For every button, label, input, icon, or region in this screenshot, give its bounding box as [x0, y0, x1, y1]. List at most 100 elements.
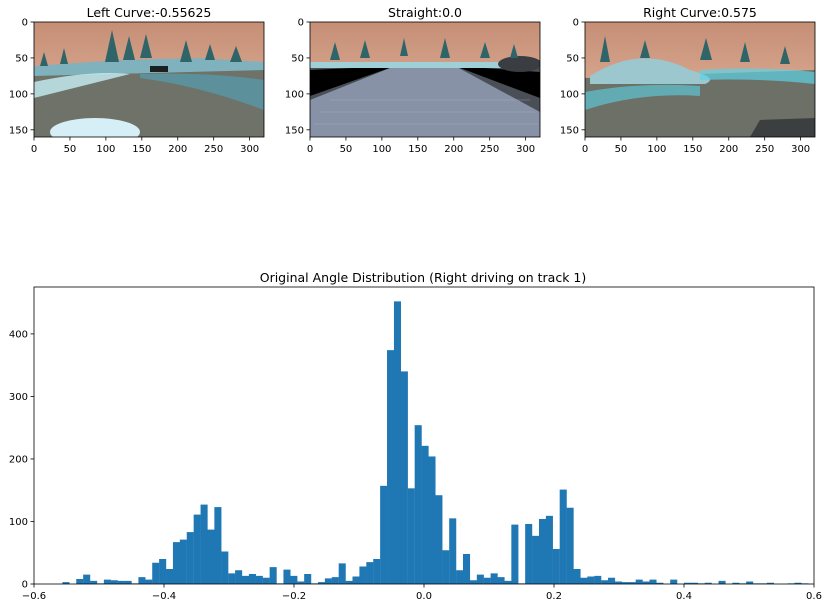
histogram-bar	[566, 507, 574, 584]
histogram-bar	[573, 568, 581, 584]
histogram-bar	[138, 577, 146, 584]
image-x-tick-label: 100	[372, 144, 391, 155]
histogram-bar	[601, 580, 609, 584]
histogram-bar	[193, 514, 201, 584]
histogram-bar	[718, 580, 726, 584]
histogram-bar	[172, 542, 180, 584]
histogram-bar	[532, 535, 540, 584]
histogram-bar	[359, 566, 367, 584]
histogram-bar	[400, 371, 408, 584]
histogram-bar	[587, 576, 595, 584]
image-title-right-curve: Right Curve:0.575	[643, 5, 757, 20]
histogram-y-tick-label: 400	[9, 329, 28, 340]
image-y-tick-label: 100	[9, 89, 28, 100]
histogram-bar	[435, 495, 443, 584]
histogram-bar	[746, 581, 754, 584]
histogram-bar	[304, 574, 312, 584]
histogram-bar	[345, 580, 353, 584]
image-x-tick-label: 150	[408, 144, 427, 155]
histogram-bar	[608, 577, 616, 584]
histogram-bar	[463, 553, 471, 584]
image-x-tick-label: 50	[64, 144, 77, 155]
histogram-bar	[456, 570, 464, 584]
histogram-bar	[428, 456, 436, 584]
histogram-bar	[649, 579, 657, 584]
histogram-bar	[214, 507, 222, 584]
histogram-x-tick-label: 0.0	[416, 591, 432, 602]
image-x-tick-label: 100	[647, 144, 666, 155]
road-image-right-curve	[585, 22, 815, 137]
road-image-straight	[310, 22, 540, 137]
histogram-bar	[290, 575, 298, 584]
image-x-tick-label: 50	[340, 144, 353, 155]
histogram-bar	[580, 577, 588, 584]
histogram-panel: Original Angle Distribution (Right drivi…	[9, 270, 822, 602]
histogram-x-tick-label: 0.4	[676, 591, 692, 602]
histogram-bar	[366, 562, 374, 584]
histogram-bar	[732, 582, 740, 584]
image-axes-straight: 0 50 100 150 200 250 300 0 50 100 150	[285, 18, 535, 156]
histogram-bar	[469, 580, 477, 584]
histogram-y-tick-label: 200	[9, 454, 28, 465]
histogram-bar	[262, 577, 270, 584]
histogram-bar	[766, 582, 774, 584]
image-panel-left-curve: Left Curve:-0.55625 0 50 100 150 200 250 300 0 5…	[9, 5, 265, 156]
histogram-bar	[407, 488, 415, 584]
histogram-bar	[283, 569, 291, 584]
image-title-straight: Straight:0.0	[388, 5, 462, 20]
histogram-bar	[297, 581, 305, 584]
histogram-y-tick-label: 300	[9, 392, 28, 403]
image-axes-right-curve: 0 50 100 150 200 250 300 0 50 100 150	[560, 18, 810, 156]
histogram-bar	[117, 580, 125, 584]
histogram-bar	[511, 524, 519, 584]
image-x-tick-label: 300	[516, 144, 535, 155]
histogram-x-tick-label: −0.4	[152, 591, 176, 602]
histogram-x-axis: −0.6 −0.4 −0.2 0.0 0.2 0.4 0.6	[22, 584, 822, 602]
histogram-y-axis: 0 100 200 300 400	[9, 329, 34, 591]
histogram-bar	[621, 582, 629, 584]
histogram-title: Original Angle Distribution (Right drivi…	[260, 270, 587, 285]
histogram-bar	[83, 574, 91, 584]
histogram-bar	[242, 575, 250, 584]
image-x-tick-label: 100	[96, 144, 115, 155]
histogram-bar	[449, 518, 457, 584]
histogram-bar	[352, 576, 360, 584]
histogram-bar	[670, 579, 678, 584]
histogram-bar	[559, 489, 567, 584]
image-panel-right-curve: Right Curve:0.575 0 50 100 150 200 250 300 0 50 1…	[560, 5, 816, 156]
histogram-bar	[656, 582, 664, 584]
histogram-bar	[525, 523, 533, 584]
histogram-bar	[62, 582, 70, 584]
image-y-tick-label: 0	[573, 18, 579, 29]
image-y-tick-label: 150	[9, 125, 28, 136]
histogram-x-tick-label: −0.2	[282, 591, 306, 602]
histogram-bar	[338, 563, 346, 584]
image-x-tick-label: 300	[240, 144, 259, 155]
image-axes-left-curve: 0 50 100 150 200 250 300 0 50 100 150	[9, 18, 259, 156]
histogram-bar	[684, 582, 692, 584]
image-x-tick-label: 150	[683, 144, 702, 155]
histogram-bar	[317, 582, 326, 584]
image-y-tick-label: 50	[291, 53, 304, 64]
histogram-bar	[124, 580, 132, 584]
histogram-bar	[166, 568, 174, 584]
histogram-bar	[207, 529, 215, 584]
histogram-bar	[186, 532, 194, 584]
histogram-bar	[159, 558, 167, 584]
histogram-bar	[628, 582, 636, 584]
image-x-tick-label: 250	[204, 144, 223, 155]
histogram-bar	[476, 574, 484, 584]
histogram-bar	[152, 562, 160, 584]
histogram-bar	[594, 575, 602, 584]
histogram-bar	[255, 575, 263, 584]
histogram-x-tick-label: 0.2	[546, 591, 562, 602]
image-x-tick-label: 0	[307, 144, 313, 155]
image-y-tick-label: 150	[560, 125, 579, 136]
histogram-bar	[504, 580, 512, 584]
image-y-tick-label: 150	[285, 125, 304, 136]
histogram-bar	[635, 579, 643, 584]
histogram-bar	[331, 577, 339, 584]
histogram-bar	[545, 515, 553, 584]
histogram-bar	[228, 573, 236, 584]
histogram-bar	[690, 582, 698, 584]
